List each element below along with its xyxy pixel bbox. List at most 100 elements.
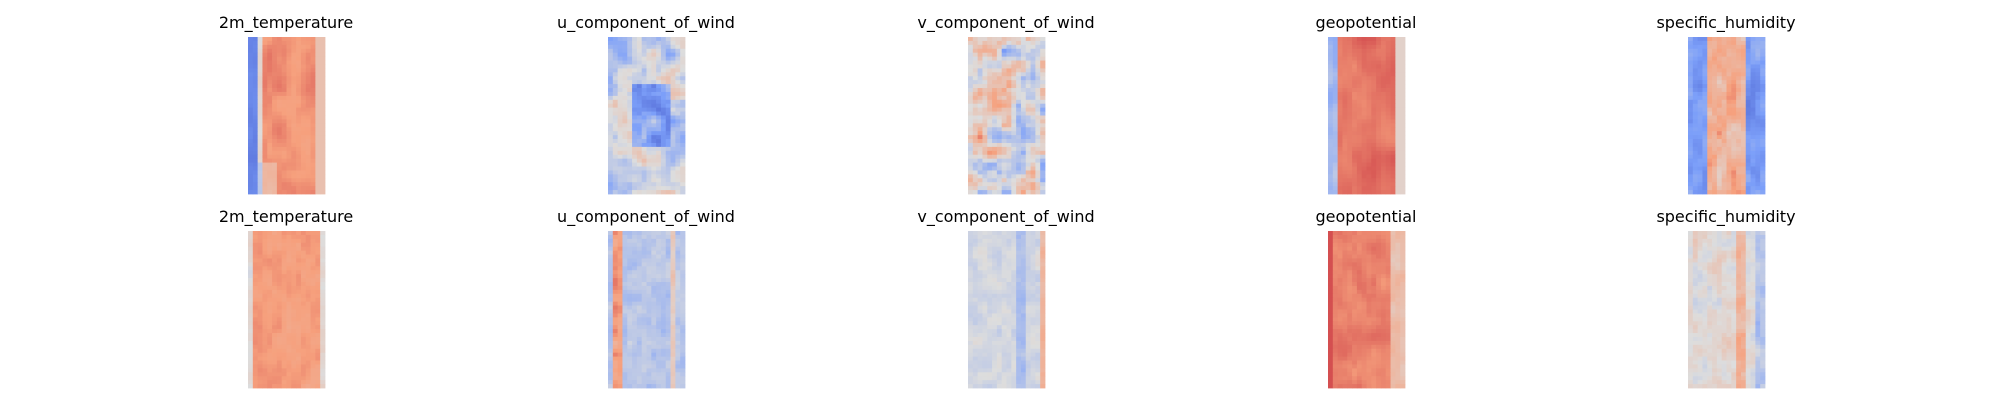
heatmap-cell: [1016, 270, 1022, 275]
heatmap-cell: [305, 146, 311, 152]
heatmap-cell: [982, 234, 988, 240]
heatmap-cell: [977, 68, 983, 73]
heatmap-cell: [636, 131, 643, 136]
heatmap-cell: [665, 297, 671, 303]
heatmap-cell: [1016, 238, 1022, 244]
heatmap-cell: [1376, 174, 1382, 179]
heatmap-cell: [272, 111, 278, 116]
heatmap-cell: [1035, 309, 1041, 314]
heatmap-top-2: [608, 37, 686, 195]
heatmap-cell: [305, 99, 311, 105]
heatmap-cell: [1035, 285, 1041, 291]
heatmap-cell: [656, 305, 662, 310]
heatmap-cell: [665, 162, 671, 167]
heatmap-cell: [257, 150, 263, 156]
heatmap-cell: [675, 258, 681, 263]
heatmap-cell: [300, 340, 307, 346]
heatmap-cell: [1750, 154, 1756, 160]
heatmap-cell: [641, 80, 647, 85]
heatmap-cell: [636, 266, 643, 271]
heatmap-bottom-1: [248, 231, 326, 389]
heatmap-cell: [977, 254, 983, 259]
heatmap-cell: [1040, 242, 1046, 248]
heatmap-cell: [1716, 44, 1723, 50]
heatmap-cell: [281, 356, 287, 361]
heatmap-cell: [1736, 107, 1742, 112]
heatmap-cell: [291, 278, 297, 283]
heatmap-cell: [968, 344, 974, 350]
heatmap-cell: [1030, 186, 1036, 191]
heatmap-cell: [1016, 103, 1022, 109]
heatmap-cell: [636, 313, 643, 318]
heatmap-cell: [1328, 146, 1334, 152]
heatmap-cell: [968, 80, 974, 85]
heatmap-cell: [1400, 178, 1406, 183]
heatmap-cell: [248, 270, 254, 275]
heatmap-cell: [1716, 76, 1723, 81]
heatmap-cell: [996, 119, 1003, 124]
heatmap-cell: [1692, 68, 1699, 73]
heatmap-cell: [617, 190, 623, 195]
heatmap-cell: [1380, 103, 1387, 109]
heatmap-cell: [1702, 178, 1708, 183]
heatmap-cell: [622, 376, 628, 381]
heatmap-cell: [1390, 154, 1396, 160]
heatmap-cell: [968, 262, 974, 267]
heatmap-cell: [968, 103, 974, 109]
heatmap-cell: [1692, 139, 1699, 144]
heatmap-cell: [982, 146, 988, 152]
heatmap-cell: [622, 115, 628, 120]
heatmap-cell: [632, 270, 638, 275]
heatmap-cell: [1328, 48, 1334, 54]
heatmap-cell: [267, 297, 273, 303]
heatmap-cell: [641, 119, 647, 124]
heatmap-cell: [1006, 95, 1012, 101]
heatmap-cell: [608, 282, 614, 287]
heatmap-cell: [1400, 154, 1406, 160]
heatmap-cell: [1697, 107, 1703, 112]
heatmap-cell: [1707, 174, 1713, 179]
heatmap-cell: [1361, 182, 1367, 187]
heatmap-cell: [1371, 37, 1377, 42]
heatmap-cell: [622, 238, 628, 244]
heatmap-cell: [296, 154, 302, 160]
heatmap-cell: [665, 95, 671, 101]
heatmap-cell: [646, 158, 652, 164]
heatmap-cell: [1356, 60, 1363, 65]
heatmap-cell: [968, 301, 974, 306]
heatmap-cell: [1688, 190, 1694, 195]
heatmap-cell: [612, 107, 619, 112]
heatmap-cell: [257, 72, 263, 77]
heatmap-cell: [1035, 321, 1041, 326]
heatmap-cell: [1750, 44, 1756, 50]
heatmap-cell: [1697, 174, 1703, 179]
heatmap-cell: [320, 270, 326, 275]
heatmap-cell: [1035, 76, 1041, 81]
heatmap-cell: [627, 372, 633, 377]
heatmap-cell: [987, 313, 993, 318]
heatmap-cell: [1736, 76, 1742, 81]
heatmap-cell: [1726, 154, 1732, 160]
heatmap-cell: [1760, 131, 1766, 136]
heatmap-cell: [612, 80, 619, 85]
heatmap-cell: [252, 274, 259, 279]
heatmap-cell: [276, 329, 283, 334]
heatmap-cell: [608, 170, 614, 175]
heatmap-cell: [1356, 103, 1363, 109]
heatmap-cell: [1337, 190, 1343, 195]
heatmap-cell: [1755, 135, 1761, 140]
heatmap-cell: [1745, 142, 1751, 148]
heatmap-cell: [1755, 162, 1761, 167]
heatmap-cell: [1755, 56, 1761, 61]
heatmap-cell: [281, 64, 287, 69]
heatmap-cell: [1016, 139, 1022, 144]
heatmap-cell: [1030, 246, 1036, 252]
heatmap-cell: [646, 313, 652, 318]
heatmap-cell: [1688, 56, 1694, 61]
heatmap-cell: [1020, 76, 1027, 81]
heatmap-cell: [627, 262, 633, 267]
heatmap-cell: [1760, 72, 1766, 77]
heatmap-cell: [612, 40, 619, 46]
heatmap-cell: [641, 64, 647, 69]
heatmap-cell: [987, 270, 993, 275]
